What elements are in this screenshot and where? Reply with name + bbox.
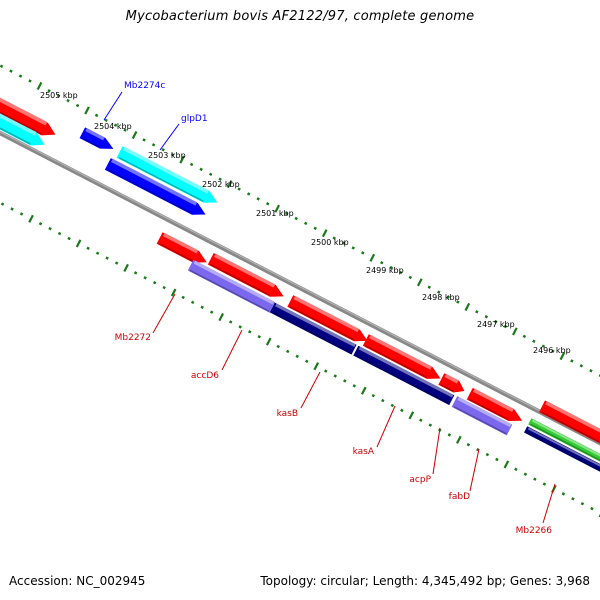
- tick-label: 2498 kbp: [422, 293, 460, 302]
- gene-feature-edge-red-upper[interactable]: [0, 92, 56, 136]
- gene-label-accd6[interactable]: accD6: [191, 329, 243, 381]
- gene-features: [0, 92, 600, 474]
- gene-feature-fabd[interactable]: [466, 387, 523, 422]
- gene-label-kasa[interactable]: kasA: [353, 405, 396, 457]
- gene-feature-mb2272[interactable]: [156, 232, 207, 263]
- svg-text:Mb2266: Mb2266: [516, 526, 553, 536]
- gene-feature-mb2274c-small[interactable]: [79, 127, 114, 149]
- gene-feature-kasa[interactable]: [362, 334, 441, 379]
- gene-label-mb2272[interactable]: Mb2272: [115, 293, 176, 343]
- tick-label: 2504 kbp: [94, 122, 132, 131]
- svg-text:kasB: kasB: [277, 409, 298, 419]
- inner-tick-ring: [0, 202, 600, 518]
- tick-label: 2497 kbp: [477, 320, 515, 329]
- gene-label-glpd1[interactable]: glpD1: [159, 114, 208, 151]
- gene-feature-kasb[interactable]: [287, 295, 368, 342]
- tick-label: 2505 kbp: [40, 91, 78, 100]
- outer-tick-ring: [0, 64, 600, 377]
- tick-label: 2500 kbp: [311, 238, 349, 247]
- gene-label-kasb[interactable]: kasB: [277, 371, 321, 419]
- gene-feature-mb2274c[interactable]: [104, 158, 206, 215]
- tick-label: 2502 kbp: [202, 180, 240, 189]
- gene-feature-mb2266-rna[interactable]: [528, 418, 600, 466]
- gene-label-acpp[interactable]: acpP: [409, 427, 441, 485]
- svg-text:Mb2274c: Mb2274c: [124, 81, 165, 91]
- gene-label-mb2274c[interactable]: Mb2274c: [103, 81, 165, 121]
- gene-label-mb2266[interactable]: Mb2266: [516, 483, 556, 536]
- gene-feature-kasb-shadow[interactable]: [269, 302, 357, 355]
- gene-feature-edge-cyan-lower[interactable]: [0, 104, 45, 146]
- tick-label: 2496 kbp: [533, 346, 571, 355]
- accession-label: Accession: NC_002945: [9, 574, 146, 588]
- svg-text:glpD1: glpD1: [181, 114, 208, 124]
- svg-text:acpP: acpP: [409, 475, 431, 485]
- map-title: Mycobacterium bovis AF2122/97, complete …: [125, 9, 475, 24]
- gene-label-fabd[interactable]: fabD: [449, 448, 480, 502]
- svg-text:fabD: fabD: [449, 492, 470, 502]
- tick-label: 2501 kbp: [256, 209, 294, 218]
- svg-text:accD6: accD6: [191, 371, 219, 381]
- svg-text:Mb2272: Mb2272: [115, 333, 151, 343]
- gene-feature-accd6-shadow[interactable]: [187, 259, 276, 313]
- tick-labels: 2505 kbp 2504 kbp 2503 kbp 2502 kbp 2501 kbp…: [40, 91, 571, 355]
- gene-feature-fabd-shadow[interactable]: [451, 396, 513, 436]
- gene-feature-far-right-red[interactable]: [539, 400, 600, 444]
- svg-text:kasA: kasA: [353, 447, 375, 457]
- tick-label: 2503 kbp: [148, 151, 186, 160]
- gene-feature-accd6[interactable]: [207, 253, 284, 297]
- gene-feature-glpd1[interactable]: [116, 146, 218, 203]
- topology-label: Topology: circular; Length: 4,345,492 bp…: [260, 574, 590, 588]
- gene-feature-mb2266[interactable]: [524, 426, 600, 474]
- gene-labels: Mb2274c glpD1 Mb2272 accD6 kasB kasA acpP fabD M…: [103, 81, 556, 536]
- gene-feature-acpp[interactable]: [438, 373, 465, 393]
- genome-backbone: [0, 130, 600, 446]
- tick-label: 2499 kbp: [366, 266, 404, 275]
- gene-feature-kasa-shadow[interactable]: [353, 345, 455, 406]
